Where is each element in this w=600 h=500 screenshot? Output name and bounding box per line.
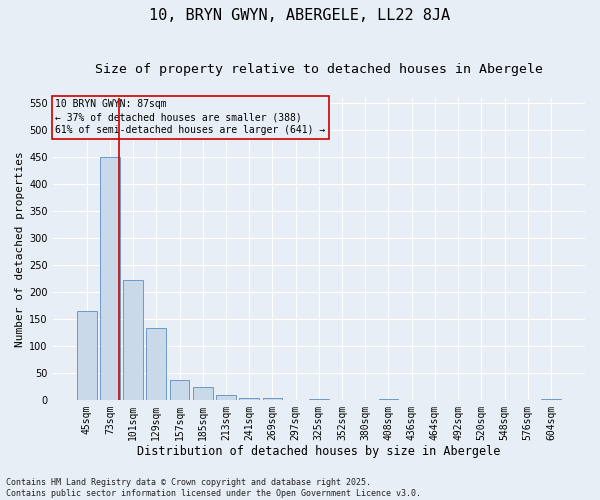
Bar: [77, 311, 97, 400]
Text: 10, BRYN GWYN, ABERGELE, LL22 8JA: 10, BRYN GWYN, ABERGELE, LL22 8JA: [149, 8, 451, 22]
Bar: [193, 386, 212, 400]
Y-axis label: Number of detached properties: Number of detached properties: [15, 151, 25, 346]
Bar: [379, 398, 398, 400]
Bar: [100, 157, 120, 400]
Bar: [123, 280, 143, 400]
Bar: [309, 398, 329, 400]
Text: Contains HM Land Registry data © Crown copyright and database right 2025.
Contai: Contains HM Land Registry data © Crown c…: [6, 478, 421, 498]
Bar: [146, 328, 166, 400]
Bar: [239, 398, 259, 400]
Bar: [541, 398, 561, 400]
Bar: [170, 380, 190, 400]
Title: Size of property relative to detached houses in Abergele: Size of property relative to detached ho…: [95, 62, 543, 76]
X-axis label: Distribution of detached houses by size in Abergele: Distribution of detached houses by size …: [137, 444, 500, 458]
Text: 10 BRYN GWYN: 87sqm
← 37% of detached houses are smaller (388)
61% of semi-detac: 10 BRYN GWYN: 87sqm ← 37% of detached ho…: [55, 99, 326, 136]
Bar: [216, 395, 236, 400]
Bar: [263, 398, 282, 400]
